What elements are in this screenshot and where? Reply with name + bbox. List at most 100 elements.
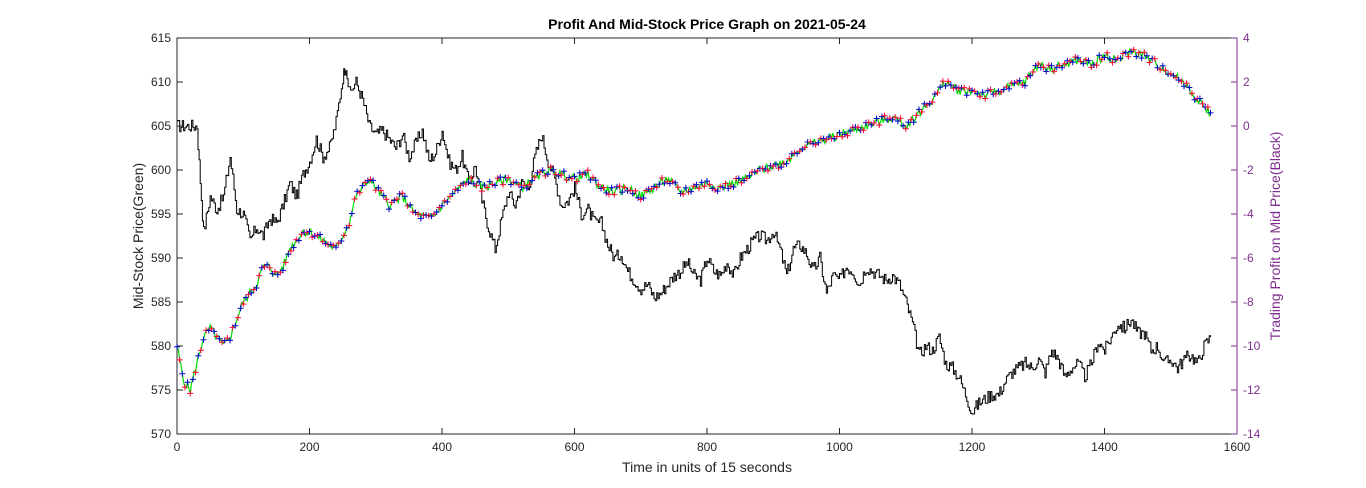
buy-marker: [179, 370, 186, 377]
buy-marker: [571, 173, 578, 180]
buy-marker: [714, 188, 721, 195]
buy-marker: [963, 92, 970, 99]
buy-marker: [253, 284, 260, 291]
sell-marker: [1130, 46, 1137, 53]
sell-marker: [340, 232, 347, 239]
buy-marker: [285, 251, 292, 258]
buy-marker: [900, 122, 907, 129]
y-right-tick-label: -14: [1243, 427, 1261, 441]
y-right-tick-label: -4: [1243, 207, 1254, 221]
sell-marker: [743, 175, 750, 182]
sell-marker: [711, 186, 718, 193]
y-right-tick-label: -2: [1243, 163, 1254, 177]
sell-marker: [690, 183, 697, 190]
buy-marker: [629, 190, 636, 197]
plot-frame: [176, 37, 1238, 435]
buy-marker: [327, 241, 334, 248]
sell-marker: [266, 264, 273, 271]
sell-marker: [558, 172, 565, 179]
sell-marker: [579, 171, 586, 178]
buy-marker: [889, 116, 896, 123]
sell-marker: [356, 189, 363, 196]
buy-marker: [1096, 52, 1103, 59]
buy-marker: [1006, 85, 1013, 92]
buy-marker: [815, 139, 822, 146]
sell-marker: [1162, 67, 1169, 74]
sell-marker: [1035, 61, 1042, 68]
y-right-tick-label: -6: [1243, 251, 1254, 265]
buy-marker: [386, 206, 392, 213]
sell-marker: [272, 268, 279, 275]
buy-marker: [1064, 57, 1071, 64]
buy-marker: [1080, 60, 1087, 67]
sell-marker: [531, 174, 538, 181]
buy-marker: [216, 335, 223, 342]
buy-marker: [348, 210, 355, 217]
sell-marker: [658, 174, 665, 181]
buy-marker: [1016, 77, 1023, 84]
sell-marker: [913, 112, 920, 119]
buy-marker: [195, 352, 202, 359]
sell-marker: [484, 184, 491, 191]
sell-marker: [680, 191, 687, 198]
sell-marker: [1082, 56, 1089, 63]
sell-marker: [1157, 66, 1164, 73]
buy-marker: [613, 183, 620, 190]
sell-marker: [802, 144, 809, 151]
x-tick-label: 800: [697, 440, 717, 454]
sell-marker: [176, 356, 183, 363]
sell-marker: [775, 165, 782, 172]
buy-marker: [619, 189, 626, 196]
sell-marker: [669, 178, 676, 185]
sell-marker: [892, 114, 899, 121]
sell-marker: [409, 208, 416, 215]
buy-marker: [751, 168, 758, 175]
sell-marker: [823, 136, 830, 143]
sell-marker: [489, 181, 496, 188]
buy-marker: [280, 267, 286, 274]
x-tick-label: 400: [432, 440, 452, 454]
sell-marker: [643, 187, 650, 194]
y-axis-left: 570 575 580 585 590 595 600 605 610 615: [151, 31, 183, 441]
sell-marker: [192, 369, 199, 376]
buy-marker: [370, 177, 377, 184]
sell-marker: [701, 183, 708, 190]
buy-marker: [1122, 49, 1129, 56]
buy-marker: [534, 169, 541, 176]
buy-marker: [492, 182, 498, 189]
buy-marker: [380, 192, 387, 199]
buy-marker: [1186, 84, 1193, 91]
buy-marker: [1207, 109, 1214, 116]
buy-marker: [953, 84, 960, 91]
buy-marker: [820, 135, 827, 142]
sell-marker: [1135, 49, 1142, 56]
y-left-tick-label: 600: [151, 163, 171, 177]
y-right-tick-label: -10: [1243, 339, 1261, 353]
buy-marker: [693, 181, 700, 188]
y-left-tick-label: 615: [151, 31, 171, 45]
buy-marker: [200, 336, 207, 343]
y-left-tick-label: 610: [151, 75, 171, 89]
buy-marker: [921, 100, 928, 107]
buy-marker: [476, 178, 483, 185]
x-tick-label: 1000: [826, 440, 853, 454]
y-left-tick-label: 590: [151, 251, 171, 265]
sell-marker: [987, 86, 994, 93]
sell-marker: [860, 127, 867, 134]
buy-marker: [444, 198, 451, 205]
buy-marker: [184, 379, 191, 386]
sell-marker: [478, 188, 485, 195]
sell-marker: [1125, 53, 1132, 60]
sell-marker: [998, 88, 1005, 95]
buy-marker: [1143, 52, 1150, 59]
sell-marker: [526, 181, 533, 188]
buy-marker: [338, 237, 345, 244]
sell-marker: [605, 191, 612, 198]
buy-marker: [746, 172, 753, 179]
sell-marker: [446, 193, 453, 200]
sell-marker: [992, 90, 999, 97]
sell-marker: [1183, 80, 1190, 87]
buy-marker: [227, 337, 233, 344]
sell-marker: [966, 85, 973, 92]
